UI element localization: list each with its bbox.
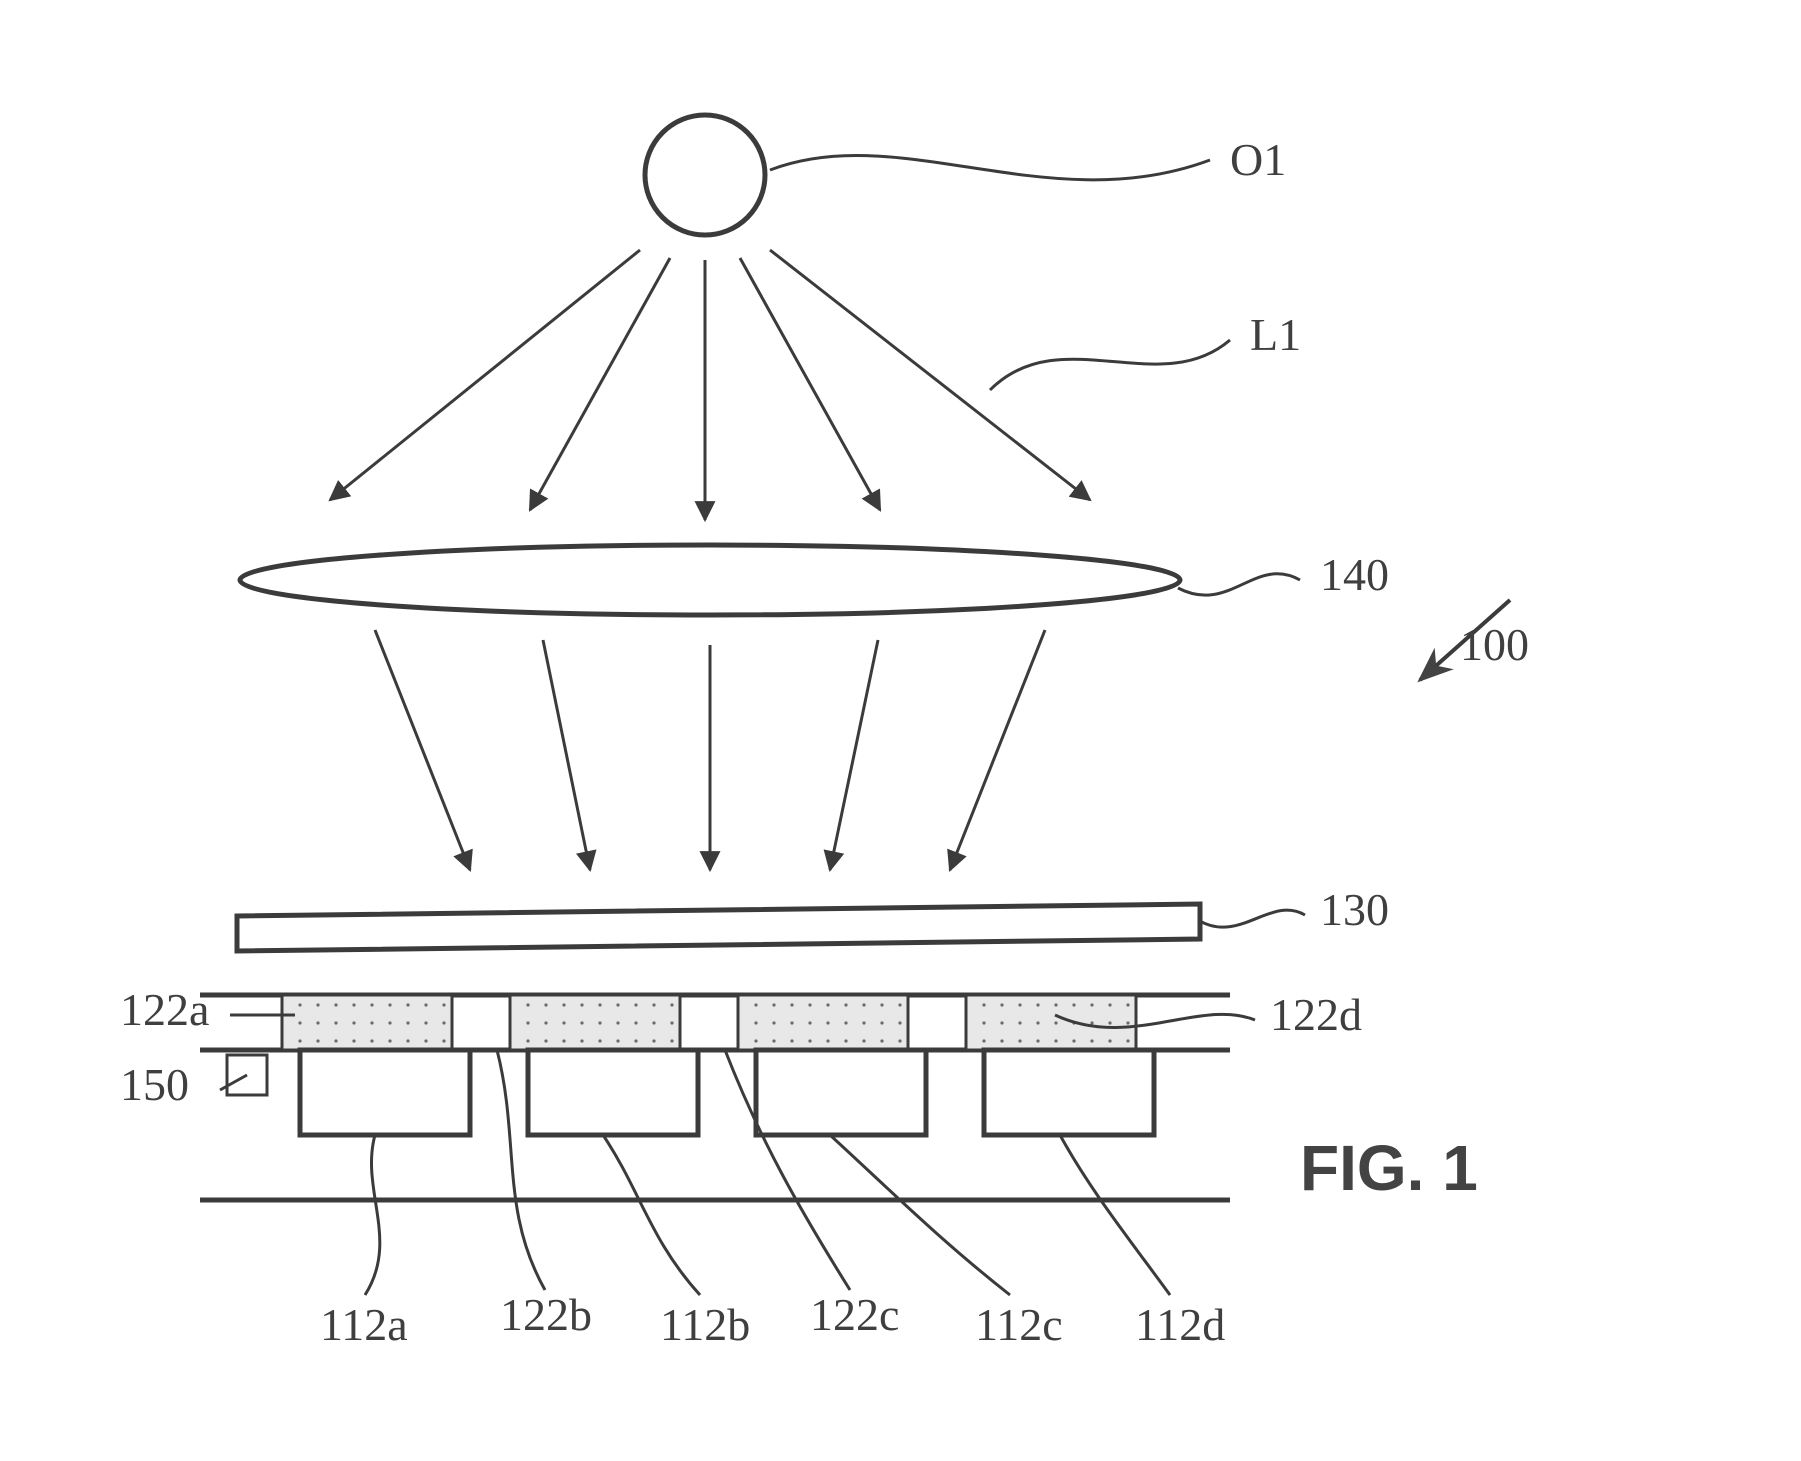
layer-130 xyxy=(237,904,1200,951)
label-l1: L1 xyxy=(1250,309,1301,360)
label-150: 150 xyxy=(120,1059,189,1110)
pixel-112b xyxy=(528,1050,698,1135)
label-122c: 122c xyxy=(810,1289,899,1340)
figure-1-diagram: O1 L1 140 100 130 122d 122a 150 112a 122b 112b 122c… xyxy=(0,0,1801,1461)
label-112d: 112d xyxy=(1135,1299,1225,1350)
figure-title: FIG. 1 xyxy=(1300,1132,1478,1204)
object-o1 xyxy=(645,115,765,235)
pixel-layer-112 xyxy=(300,1050,1154,1135)
lens-140 xyxy=(240,545,1180,615)
label-100: 100 xyxy=(1460,619,1529,670)
rays-above-lens xyxy=(330,250,1090,520)
label-140: 140 xyxy=(1320,549,1389,600)
filter-layer-122 xyxy=(282,995,1136,1050)
label-122d: 122d xyxy=(1270,989,1362,1040)
label-o1: O1 xyxy=(1230,134,1286,185)
label-130: 130 xyxy=(1320,884,1389,935)
rays-below-lens xyxy=(375,630,1045,870)
label-112b: 112b xyxy=(660,1299,750,1350)
label-112c: 112c xyxy=(975,1299,1063,1350)
label-122a: 122a xyxy=(120,984,209,1035)
pixel-112a xyxy=(300,1050,470,1135)
pixel-112c xyxy=(756,1050,926,1135)
label-112a: 112a xyxy=(320,1299,408,1350)
label-122b: 122b xyxy=(500,1289,592,1340)
pixel-112d xyxy=(984,1050,1154,1135)
